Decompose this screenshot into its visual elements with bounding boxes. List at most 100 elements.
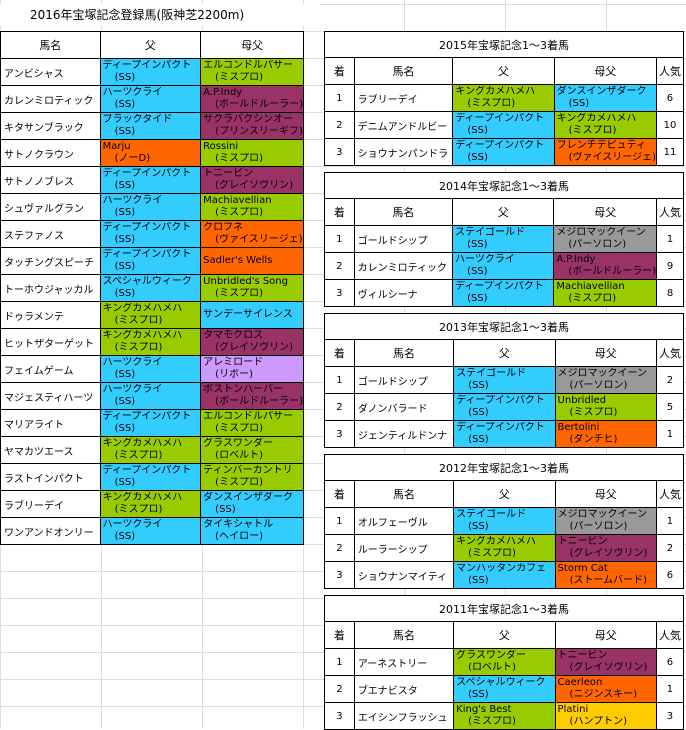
bloodline-name: キングカメハメハ — [102, 492, 183, 503]
popularity: 1 — [656, 225, 684, 253]
header-horse-name: 馬名 — [353, 339, 455, 367]
damsire-cell: アレミロード (リボー) — [200, 355, 304, 383]
bloodline-name: キングカメハメハ — [556, 113, 637, 124]
horse-name: ルーラーシップ — [353, 534, 455, 562]
bloodline-line: (プリンスリーギフ) — [215, 126, 303, 137]
bloodline-line: (パーソロン) — [569, 380, 628, 391]
bloodline-line: (ミスプロ) — [215, 288, 263, 299]
bloodline-line: (ミスプロ) — [468, 716, 516, 727]
sire-cell: キングカメハメハ (ミスプロ) — [99, 436, 202, 464]
horse-name: ラブリーデイ — [0, 490, 101, 518]
sire-cell: King's Best (ミスプロ) — [453, 702, 556, 730]
sire-cell: ディープインパクト (SS) — [453, 393, 556, 421]
bloodline-line: (SS) — [468, 380, 489, 391]
bloodline-line: (ミスプロ) — [468, 548, 516, 559]
bloodline-name: ボストンハーバー — [203, 384, 284, 395]
sire-cell: ハーツクライ (SS) — [99, 355, 202, 383]
bloodline-name: ハーツクライ — [102, 357, 163, 368]
bloodline-line: (ダンチヒ) — [569, 434, 618, 445]
table-row: 3 エイシンフラッシュ King's Best (ミスプロ) Platini (ハンプトン… — [324, 702, 685, 730]
sire-cell: Marju (ノーD) — [99, 139, 202, 167]
bloodline-name: サンデーサイレンス — [203, 309, 293, 320]
sire-cell: ディープインパクト (SS) — [453, 420, 556, 448]
damsire-cell: フレンチデピュティ (ヴァイスリージェ) — [553, 138, 657, 166]
bloodline-name: ハーツクライ — [102, 195, 163, 206]
bloodline-line: (ニジンスキー) — [569, 689, 638, 700]
bloodline-line: (ミスプロ) — [114, 342, 163, 353]
bloodline-name: サクラバクシンオー — [203, 114, 294, 125]
bloodline-line: (ミスプロ) — [215, 207, 263, 218]
bloodline-line: (SS) — [468, 521, 489, 532]
bloodline-name: ハーツクライ — [455, 254, 515, 265]
bloodline-line: (SS) — [468, 434, 489, 445]
horse-name: ドゥラメンテ — [0, 301, 101, 329]
horse-name: ワンアンドオンリー — [0, 517, 101, 545]
horse-name: ゴールドシップ — [353, 225, 454, 253]
header-popularity: 人気 — [655, 57, 685, 85]
bloodline-name: ディープインパクト — [455, 140, 545, 151]
horse-name: ジェンティルドンナ — [353, 420, 455, 448]
bloodline-name: ダンスインザダーク — [203, 492, 293, 503]
bloodline-line: (SS) — [114, 234, 136, 245]
bloodline-name: アレミロード — [203, 357, 264, 368]
bloodline-name: ステイゴールド — [455, 227, 526, 238]
bloodline-name: Unbridled's Song — [203, 276, 288, 287]
bloodline-line: (ストームバード) — [569, 575, 648, 586]
bloodline-line: (グレイソヴリン) — [569, 548, 648, 559]
finish-rank: 1 — [324, 648, 355, 676]
finish-rank: 3 — [324, 279, 355, 307]
sire-cell: ブラックタイド (SS) — [99, 112, 202, 140]
finish-rank: 1 — [324, 366, 355, 394]
damsire-cell: Storm Cat (ストームバード) — [554, 561, 657, 589]
page-title: 2016年宝塚記念登録馬(阪神芝2200m) — [0, 4, 320, 26]
bloodline-line: (SS) — [215, 504, 236, 515]
bloodline-line: (ヴァイスリージェ) — [568, 152, 656, 163]
finish-rank: 3 — [324, 420, 355, 448]
sire-cell: ステイゴールド (SS) — [453, 507, 556, 535]
table-row: ワンアンドオンリー ハーツクライ (SS) タイキシャトル (ヘイロー) — [0, 517, 304, 545]
sire-cell: マンハッタンカフェ (SS) — [453, 561, 556, 589]
results-table: 2015年宝塚記念1～3着馬着馬名父母父 人気 1 ラブリーデイ キングカメハメハ (ミス… — [324, 31, 685, 166]
table-row: キタサンブラック ブラックタイド (SS) サクラバクシンオー (プリンスリーギフ) — [0, 112, 304, 140]
sire-cell: キングカメハメハ (ミスプロ) — [452, 84, 555, 112]
bloodline-name: ディープインパクト — [456, 395, 545, 406]
bloodline-line: (グレイソヴリン) — [215, 342, 293, 353]
bloodline-name: A.P.Indy — [556, 254, 596, 265]
bloodline-name: King's Best — [456, 704, 512, 715]
sire-cell: グラスワンダー (ロベルト) — [453, 648, 556, 676]
bloodline-name: マンハッタンカフェ — [456, 563, 547, 574]
damsire-cell: A.P.Indy (ボールドルーラー) — [553, 252, 658, 280]
finish-rank: 3 — [324, 138, 355, 166]
bloodline-line: (ボールドルーラー) — [568, 266, 657, 277]
header-horse-name: 馬名 — [353, 57, 454, 85]
damsire-cell: エルコンドルパサー (ミスプロ) — [200, 58, 304, 86]
sire-cell: ハーツクライ (SS) — [99, 193, 202, 221]
popularity: 8 — [656, 279, 684, 307]
bloodline-name: メジロマックイーン — [556, 227, 646, 238]
results-caption: 2015年宝塚記念1～3着馬 — [324, 31, 684, 58]
sire-cell: ハーツクライ (SS) — [99, 85, 202, 113]
bloodline-line: (SS) — [114, 126, 136, 137]
results-table: 2011年宝塚記念1～3着馬着馬名父母父 人気 1 アーネストリー グラスワンダー (ロベ… — [324, 595, 685, 730]
bloodline-name: クロフネ — [203, 222, 244, 233]
header-damsire: 母父 — [553, 57, 657, 85]
bloodline-name: グラスワンダー — [456, 650, 526, 661]
header-horse-name: 馬名 — [353, 480, 455, 508]
horse-name: ダノンバラード — [353, 393, 455, 421]
sire-cell: ディープインパクト (SS) — [452, 279, 555, 307]
finish-rank: 2 — [324, 393, 355, 421]
horse-name: サトノクラウン — [0, 139, 101, 167]
header-sire: 父 — [452, 198, 555, 226]
popularity: 6 — [655, 84, 685, 112]
bloodline-line: (ボールドルーラー) — [215, 396, 303, 407]
header-rank: 着 — [324, 57, 355, 85]
bloodline-line: (ボールドルーラー) — [215, 99, 303, 110]
bloodline-line: (SS) — [114, 423, 136, 434]
header-popularity: 人気 — [655, 621, 685, 649]
horse-name: エイシンフラッシュ — [353, 702, 455, 730]
horse-name: ショウナンマイティ — [353, 561, 455, 589]
damsire-cell: Machiavellian (ミスプロ) — [553, 279, 658, 307]
damsire-cell: クロフネ (ヴァイスリージェ) — [200, 220, 304, 248]
sire-cell: スペシャルウィーク (SS) — [99, 274, 202, 302]
bloodline-name: トニービン — [557, 650, 608, 661]
